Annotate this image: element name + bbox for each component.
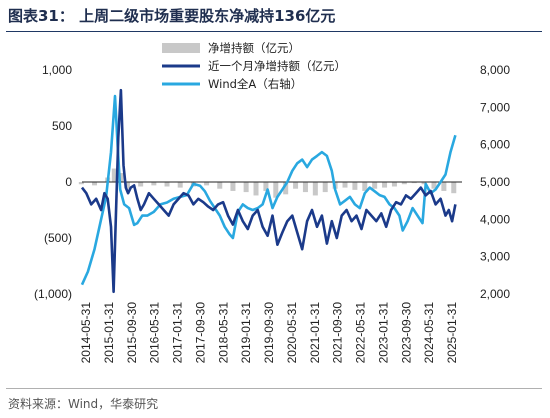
chart-area: (1,000) (500) 0 500 1,000 2,000 3,000 4,000 5,0…: [34, 41, 510, 364]
left-tick-label: 0: [65, 175, 72, 189]
x-tick-label: 2017-09-30: [193, 302, 207, 364]
wind-all-a-line: [80, 94, 457, 286]
legend-label: 净增持额（亿元）: [208, 41, 300, 55]
bar: [431, 182, 437, 189]
bar: [92, 182, 98, 186]
source-rule: [6, 388, 542, 389]
bar: [411, 182, 417, 184]
bar: [312, 182, 318, 196]
bar: [111, 168, 117, 182]
x-tick-label: 2018-05-31: [216, 302, 230, 364]
bar: [322, 182, 328, 193]
left-tick-label: (1,000): [34, 287, 72, 301]
right-tick-label: 5,000: [480, 175, 510, 189]
bar: [293, 182, 299, 189]
x-tick-label: 2020-05-31: [285, 302, 299, 364]
bar: [204, 182, 210, 186]
bar: [263, 182, 269, 191]
bar: [372, 182, 378, 189]
right-axis: 2,000 3,000 4,000 5,000 6,000 7,000 8,000: [480, 63, 510, 301]
figure-source: 资料来源：Wind，华泰研究: [8, 397, 159, 411]
right-tick-label: 3,000: [480, 250, 510, 264]
legend: 净增持额（亿元） 近一个月净增持额（亿元） Wind全A（右轴）: [162, 41, 346, 91]
x-axis: 2014-05-31 2015-01-31 2015-09-30 2016-05-31…: [79, 302, 459, 364]
bar: [273, 182, 279, 198]
bar: [362, 182, 368, 191]
bar: [421, 182, 427, 185]
legend-swatch-bars: [162, 43, 200, 53]
bar: [342, 182, 348, 188]
legend-label: 近一个月净增持额（亿元）: [208, 59, 346, 73]
bar: [243, 182, 249, 193]
bar: [382, 182, 388, 188]
figure-title: 图表31： 上周二级市场重要股东净减持136亿元: [8, 7, 336, 25]
x-tick-label: 2023-01-31: [376, 302, 390, 364]
bar: [118, 173, 124, 182]
right-tick-label: 4,000: [480, 212, 510, 226]
x-tick-label: 2019-01-31: [239, 302, 253, 364]
bar: [401, 182, 407, 185]
bar: [151, 182, 157, 186]
monthly-net-increase-line: [80, 88, 457, 294]
bar: [78, 182, 84, 185]
bar: [451, 182, 457, 194]
legend-label: Wind全A（右轴）: [208, 77, 302, 91]
x-tick-label: 2016-05-31: [148, 302, 162, 364]
x-tick-label: 2019-09-30: [262, 302, 276, 364]
left-tick-label: 1,000: [42, 63, 72, 77]
bar: [124, 182, 130, 189]
x-tick-label: 2025-01-31: [445, 302, 459, 364]
x-tick-label: 2017-01-31: [171, 302, 185, 364]
x-tick-label: 2022-05-31: [354, 302, 368, 364]
right-tick-label: 2,000: [480, 287, 510, 301]
bar: [138, 182, 144, 187]
title-rule: [6, 31, 542, 32]
x-tick-label: 2015-09-30: [125, 302, 139, 364]
bar: [302, 182, 308, 193]
left-tick-label: (500): [44, 231, 72, 245]
x-tick-label: 2021-09-30: [331, 302, 345, 364]
series-lines: [80, 88, 457, 294]
bar: [164, 182, 170, 187]
x-tick-label: 2015-01-31: [102, 302, 116, 364]
x-tick-label: 2014-05-31: [79, 302, 93, 364]
bar: [217, 182, 223, 189]
bar: [391, 182, 397, 187]
bar: [230, 182, 236, 191]
bar: [352, 182, 358, 190]
x-tick-label: 2024-05-31: [422, 302, 436, 364]
bar: [283, 182, 289, 195]
bar: [441, 182, 447, 191]
right-tick-label: 7,000: [480, 100, 510, 114]
x-tick-label: 2023-09-30: [399, 302, 413, 364]
right-tick-label: 8,000: [480, 63, 510, 77]
x-tick-label: 2021-01-31: [308, 302, 322, 364]
left-axis: (1,000) (500) 0 500 1,000: [34, 63, 72, 301]
bar: [177, 182, 183, 188]
bar: [253, 182, 259, 196]
right-tick-label: 6,000: [480, 138, 510, 152]
left-tick-label: 500: [52, 119, 72, 133]
